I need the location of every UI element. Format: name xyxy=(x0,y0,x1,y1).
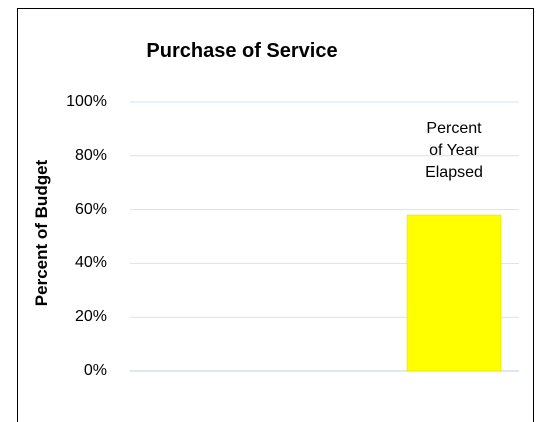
bar-data-label: Percent of Year Elapsed xyxy=(394,118,514,184)
y-tick-label: 80% xyxy=(74,146,107,164)
y-tick-label: 0% xyxy=(83,362,107,379)
bar-label-line-2: of Year xyxy=(429,142,479,159)
bar-label-line-3: Elapsed xyxy=(425,164,483,181)
chart-title: Purchase of Service xyxy=(146,40,338,62)
y-tick-label: 20% xyxy=(74,308,107,326)
y-tick-label: 40% xyxy=(74,254,107,272)
y-tick-label: 100% xyxy=(66,93,107,110)
y-tick-label: 60% xyxy=(74,200,107,218)
bar-percent-of-year-elapsed xyxy=(406,214,502,372)
bar-label-line-1: Percent xyxy=(426,120,482,137)
